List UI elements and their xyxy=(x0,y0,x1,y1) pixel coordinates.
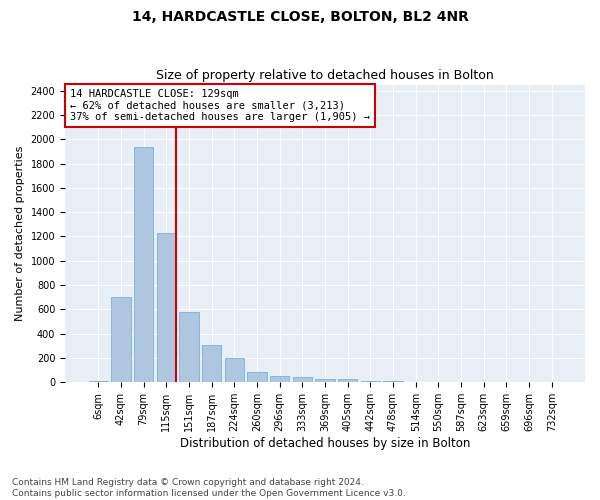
Bar xyxy=(89,380,108,382)
Text: 14, HARDCASTLE CLOSE, BOLTON, BL2 4NR: 14, HARDCASTLE CLOSE, BOLTON, BL2 4NR xyxy=(131,10,469,24)
Bar xyxy=(202,346,221,383)
Y-axis label: Number of detached properties: Number of detached properties xyxy=(15,146,25,321)
Bar xyxy=(134,146,153,382)
Title: Size of property relative to detached houses in Bolton: Size of property relative to detached ho… xyxy=(156,69,494,82)
Bar xyxy=(157,233,176,382)
Bar xyxy=(247,372,266,382)
X-axis label: Distribution of detached houses by size in Bolton: Distribution of detached houses by size … xyxy=(180,437,470,450)
Bar xyxy=(112,298,131,382)
Bar xyxy=(338,380,358,382)
Bar xyxy=(316,378,335,382)
Text: 14 HARDCASTLE CLOSE: 129sqm
← 62% of detached houses are smaller (3,213)
37% of : 14 HARDCASTLE CLOSE: 129sqm ← 62% of det… xyxy=(70,89,370,122)
Text: Contains HM Land Registry data © Crown copyright and database right 2024.
Contai: Contains HM Land Registry data © Crown c… xyxy=(12,478,406,498)
Bar xyxy=(179,312,199,382)
Bar xyxy=(270,376,289,382)
Bar xyxy=(293,378,312,382)
Bar xyxy=(224,358,244,382)
Bar xyxy=(361,381,380,382)
